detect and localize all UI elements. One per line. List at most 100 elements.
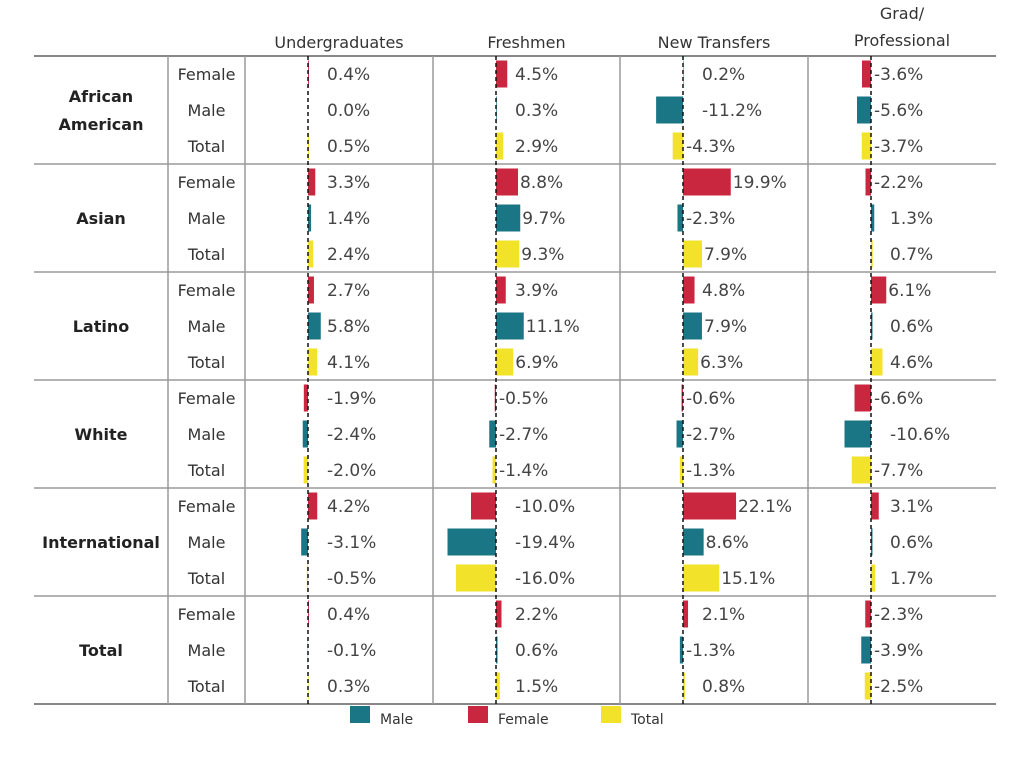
value-label-asian-female-new-transfers: 19.9% (733, 173, 787, 193)
value-label-asian-total-freshmen: 9.3% (521, 245, 564, 265)
bar-total-male-grad-professional (861, 636, 871, 664)
bar-white-male-freshmen (489, 420, 496, 448)
subgroup-label-total: Total (187, 245, 225, 264)
value-label-total-female-grad-professional: -2.3% (874, 605, 923, 625)
value-label-total-male-undergraduates: -0.1% (327, 641, 376, 661)
subgroup-label-female: Female (178, 605, 236, 624)
column-header-freshmen: Freshmen (487, 33, 565, 52)
value-label-african-american-male-freshmen: 0.3% (515, 101, 558, 121)
bar-asian-total-freshmen (496, 240, 520, 268)
group-label-asian: Asian (76, 209, 126, 228)
legend-swatch-total (601, 706, 621, 723)
value-label-latino-female-undergraduates: 2.7% (327, 281, 370, 301)
value-label-total-total-new-transfers: 0.8% (702, 677, 745, 697)
value-label-african-american-total-grad-professional: -3.7% (874, 137, 923, 157)
bar-total-female-grad-professional (865, 600, 871, 628)
legend-swatch-female (468, 706, 488, 723)
subgroup-label-male: Male (188, 425, 226, 444)
bar-international-female-new-transfers (683, 492, 737, 520)
value-label-african-american-female-undergraduates: 0.4% (327, 65, 370, 85)
bar-asian-total-new-transfers (683, 240, 702, 268)
value-label-african-american-female-grad-professional: -3.6% (874, 65, 923, 85)
bar-latino-total-new-transfers (683, 348, 699, 376)
value-label-latino-female-grad-professional: 6.1% (888, 281, 931, 301)
value-label-white-male-new-transfers: -2.7% (686, 425, 735, 445)
bar-total-male-new-transfers (679, 636, 683, 664)
group-label-white: White (74, 425, 127, 444)
legend-swatch-male (350, 706, 370, 723)
bar-african-american-female-freshmen (496, 60, 508, 88)
value-label-international-total-grad-professional: 1.7% (890, 569, 933, 589)
subgroup-label-female: Female (178, 281, 236, 300)
legend-label-male: Male (380, 712, 413, 728)
bar-asian-female-freshmen (496, 168, 518, 196)
value-label-asian-total-new-transfers: 7.9% (704, 245, 747, 265)
value-label-white-male-freshmen: -2.7% (499, 425, 548, 445)
value-label-latino-total-freshmen: 6.9% (515, 353, 558, 373)
value-label-total-total-grad-professional: -2.5% (874, 677, 923, 697)
value-label-african-american-female-new-transfers: 0.2% (702, 65, 745, 85)
bars (301, 60, 887, 700)
bar-african-american-male-grad-professional (857, 96, 871, 124)
value-label-white-total-new-transfers: -1.3% (686, 461, 735, 481)
subgroup-label-total: Total (187, 461, 225, 480)
value-label-international-male-undergraduates: -3.1% (327, 533, 376, 553)
bar-total-total-new-transfers (683, 672, 685, 700)
bar-latino-female-undergraduates (308, 276, 314, 304)
value-label-asian-total-grad-professional: 0.7% (890, 245, 933, 265)
bar-total-total-grad-professional (864, 672, 871, 700)
bar-asian-male-freshmen (496, 204, 521, 232)
bar-total-female-freshmen (496, 600, 502, 628)
value-label-latino-total-undergraduates: 4.1% (327, 353, 370, 373)
bar-white-female-freshmen (494, 384, 496, 412)
value-label-white-female-grad-professional: -6.6% (874, 389, 923, 409)
bar-international-total-freshmen (456, 564, 496, 592)
subgroup-label-male: Male (188, 533, 226, 552)
value-label-african-american-male-new-transfers: -11.2% (702, 101, 762, 121)
bar-international-male-new-transfers (683, 528, 704, 556)
table-grid (34, 55, 996, 705)
bar-total-female-new-transfers (683, 600, 689, 628)
bar-latino-female-grad-professional (871, 276, 887, 304)
value-label-asian-female-grad-professional: -2.2% (874, 173, 923, 193)
value-label-asian-female-undergraduates: 3.3% (327, 173, 370, 193)
bar-latino-total-undergraduates (308, 348, 318, 376)
bar-latino-male-undergraduates (308, 312, 321, 340)
value-label-international-male-freshmen: -19.4% (515, 533, 575, 553)
value-label-african-american-male-grad-professional: -5.6% (874, 101, 923, 121)
column-header-undergraduates: Undergraduates (274, 33, 403, 52)
value-label-asian-total-undergraduates: 2.4% (327, 245, 370, 265)
column-header-grad-professional: Grad/Professional (854, 4, 950, 50)
value-label-international-male-new-transfers: 8.6% (706, 533, 749, 553)
bar-latino-total-grad-professional (871, 348, 883, 376)
bar-asian-total-undergraduates (308, 240, 314, 268)
bar-latino-female-new-transfers (683, 276, 695, 304)
value-label-white-female-freshmen: -0.5% (499, 389, 548, 409)
value-label-latino-male-new-transfers: 7.9% (704, 317, 747, 337)
subgroup-label-total: Total (187, 569, 225, 588)
bar-white-total-undergraduates (303, 456, 308, 484)
bar-white-female-grad-professional (854, 384, 871, 412)
subgroup-label-total: Total (187, 353, 225, 372)
bar-latino-male-new-transfers (683, 312, 702, 340)
value-label-african-american-total-undergraduates: 0.5% (327, 137, 370, 157)
value-label-asian-female-freshmen: 8.8% (520, 173, 563, 193)
bar-white-male-new-transfers (676, 420, 683, 448)
bar-asian-total-grad-professional (871, 240, 873, 268)
subgroup-label-female: Female (178, 497, 236, 516)
value-label-latino-male-undergraduates: 5.8% (327, 317, 370, 337)
value-label-white-total-undergraduates: -2.0% (327, 461, 376, 481)
bar-african-american-total-grad-professional (861, 132, 871, 160)
bar-african-american-male-new-transfers (656, 96, 683, 124)
bar-international-total-new-transfers (683, 564, 720, 592)
bar-international-female-freshmen (471, 492, 496, 520)
bar-asian-female-new-transfers (683, 168, 731, 196)
value-label-total-male-grad-professional: -3.9% (874, 641, 923, 661)
value-label-international-male-grad-professional: 0.6% (890, 533, 933, 553)
value-label-international-female-grad-professional: 3.1% (890, 497, 933, 517)
bar-african-american-total-new-transfers (672, 132, 683, 160)
group-label-total: Total (79, 641, 123, 660)
column-header-new-transfers: New Transfers (658, 33, 771, 52)
value-label-asian-male-undergraduates: 1.4% (327, 209, 370, 229)
